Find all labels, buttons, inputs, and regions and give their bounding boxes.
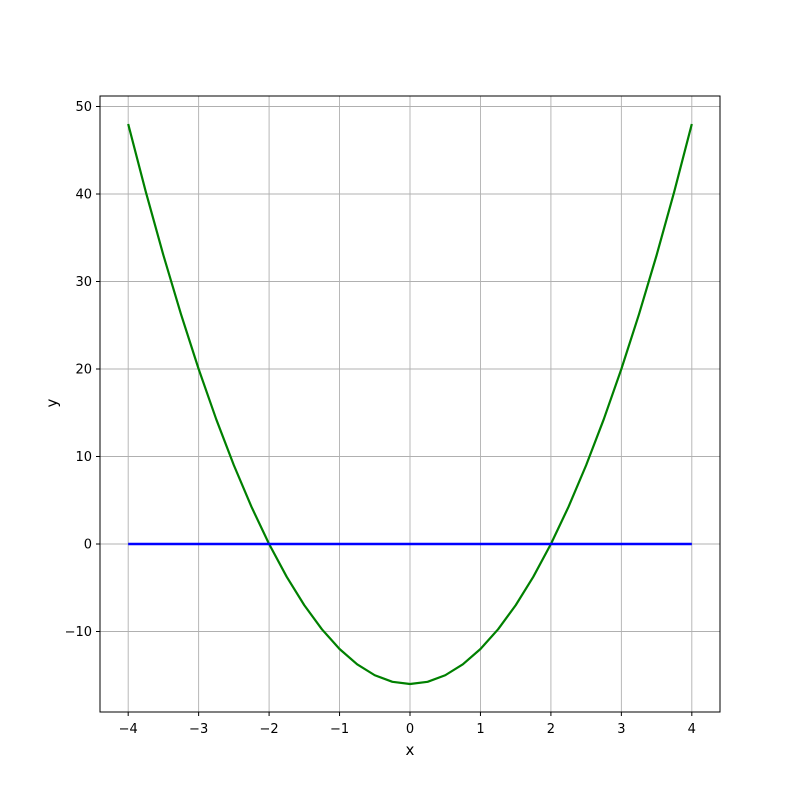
x-tick-label: 4 xyxy=(688,722,696,737)
x-axis-label: x xyxy=(405,741,415,759)
series-green-parabola xyxy=(127,123,693,686)
y-tick-label: −10 xyxy=(65,625,92,640)
x-tick-label: 3 xyxy=(617,722,625,737)
x-tick-label: 1 xyxy=(476,722,484,737)
y-tick-label: 30 xyxy=(75,275,92,290)
x-tick-label: 2 xyxy=(547,722,555,737)
y-axis-label: y xyxy=(43,398,61,408)
y-tick-label: 50 xyxy=(75,100,92,115)
x-tick-label: −3 xyxy=(189,722,208,737)
y-tick-label: 40 xyxy=(75,188,92,203)
x-tick-label: −4 xyxy=(119,722,138,737)
x-tick-label: 0 xyxy=(406,722,414,737)
y-tick-label: 10 xyxy=(75,450,92,465)
x-tick-label: −1 xyxy=(330,722,349,737)
y-tick-label: 0 xyxy=(84,538,92,553)
x-tick-label: −2 xyxy=(260,722,279,737)
y-tick-label: 20 xyxy=(75,363,92,378)
